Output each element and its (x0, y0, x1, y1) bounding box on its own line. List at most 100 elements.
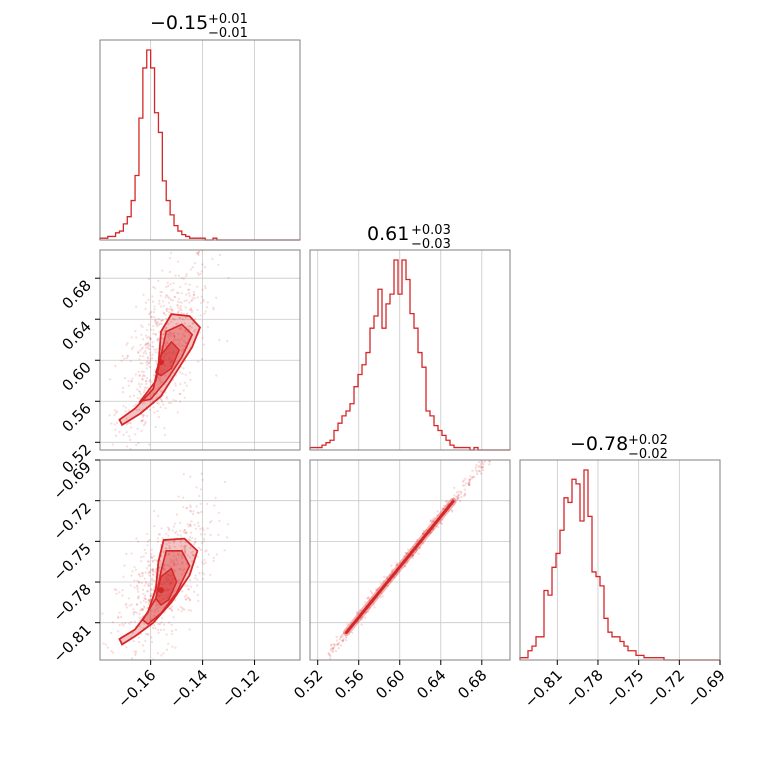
sample-point (457, 497, 460, 500)
sample-point (170, 308, 173, 312)
sample-point (422, 532, 425, 535)
sample-point (136, 396, 139, 400)
sample-point (175, 557, 178, 560)
sample-point (151, 570, 154, 573)
sample-point (156, 325, 159, 328)
sample-point (164, 328, 167, 331)
sample-point (191, 553, 195, 556)
sample-point (181, 562, 184, 565)
sample-point (181, 606, 184, 610)
sample-point (411, 554, 415, 557)
sample-point (189, 523, 192, 526)
sample-point (159, 565, 162, 569)
sample-point (372, 603, 375, 606)
sample-point (200, 301, 203, 305)
sample-point (218, 519, 221, 523)
sample-point (189, 504, 192, 507)
sample-point (139, 355, 142, 358)
sample-point (154, 332, 157, 336)
sample-point (463, 493, 467, 496)
sample-point (114, 428, 117, 431)
sample-point (188, 628, 191, 631)
sample-point (179, 534, 182, 537)
sample-point (191, 299, 194, 302)
sample-point (365, 611, 368, 614)
sample-point (142, 424, 146, 427)
sample-point (193, 261, 196, 265)
sample-point (188, 288, 191, 291)
sample-point (182, 389, 185, 392)
sample-point (171, 299, 175, 302)
sample-point (140, 581, 144, 585)
sample-point (380, 592, 383, 595)
sample-point (344, 635, 348, 638)
sample-point (170, 298, 173, 301)
sample-point (121, 354, 124, 358)
sample-point (436, 510, 439, 513)
sample-point (174, 384, 177, 387)
sample-point (127, 409, 131, 412)
sample-point (162, 403, 165, 406)
sample-point (142, 370, 145, 373)
sample-point (151, 295, 154, 298)
sample-point (421, 532, 424, 535)
sample-point (203, 573, 206, 576)
contour-inner (155, 567, 178, 607)
sample-point (194, 328, 197, 332)
sample-point (190, 520, 193, 523)
sample-point (456, 498, 459, 501)
sample-point (451, 498, 454, 501)
sample-point (152, 569, 155, 573)
sample-point (367, 597, 370, 600)
sample-point (194, 577, 197, 580)
sample-point (185, 342, 188, 345)
sample-point (152, 555, 156, 558)
sample-point (189, 268, 193, 271)
sample-point (170, 332, 173, 335)
sample-point (136, 586, 139, 589)
sample-point (134, 433, 137, 436)
sample-point (186, 288, 190, 291)
sample-point (141, 377, 144, 381)
sample-point (142, 391, 145, 394)
sample-point (128, 395, 132, 398)
sample-point (201, 561, 204, 564)
sample-point (201, 263, 204, 266)
sample-point (124, 603, 127, 607)
sample-point (201, 478, 204, 481)
sample-point (183, 547, 187, 550)
sample-point (141, 402, 144, 405)
sample-point (141, 572, 144, 575)
sample-point (212, 308, 215, 311)
sample-point (143, 386, 146, 389)
sample-point (125, 357, 128, 360)
sample-point (127, 597, 131, 600)
sample-point (165, 542, 168, 546)
sample-point (155, 600, 158, 603)
sample-point (163, 330, 166, 333)
sample-point (150, 609, 153, 612)
sample-point (151, 577, 154, 580)
sample-point (150, 380, 153, 383)
sample-point (178, 581, 181, 584)
sample-point (157, 573, 160, 577)
sample-point (164, 327, 168, 330)
sample-point (178, 301, 181, 304)
sample-point (373, 606, 376, 609)
sample-point (140, 608, 143, 611)
sample-point (218, 338, 221, 342)
sample-point (157, 609, 160, 613)
density-peak (158, 359, 165, 366)
sample-point (195, 486, 198, 489)
sample-point (331, 647, 335, 650)
sample-point (154, 333, 158, 336)
sample-point (416, 539, 419, 542)
sample-point (124, 406, 128, 409)
sample-point (154, 319, 158, 322)
sample-point (488, 460, 491, 463)
sample-point (166, 281, 169, 284)
sample-point (134, 568, 138, 571)
sample-point (178, 344, 181, 347)
sample-point (165, 285, 168, 289)
